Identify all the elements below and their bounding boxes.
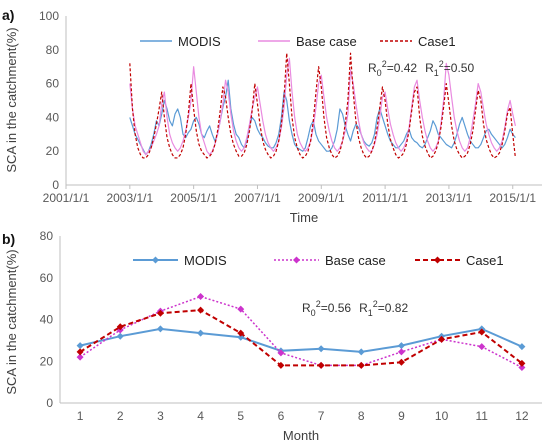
panel-b-x-tick-label: 1 (77, 409, 84, 423)
panel-a-legend: MODIS Base case Case1 (140, 34, 456, 49)
panel-b-y-tick-label: 40 (40, 313, 54, 327)
panel-b-point-base-case (76, 353, 84, 361)
panel-b-point-case1 (156, 309, 164, 317)
legend-b-modis-label: MODIS (184, 253, 227, 268)
panel-b-point-case1 (237, 329, 245, 337)
legend-b-case1-label: Case1 (466, 253, 504, 268)
panel-a-x-tick-label: 2005/1/1 (170, 191, 217, 205)
panel-a-x-tick-label: 2001/1/1 (43, 191, 90, 205)
panel-b-point-case1 (518, 359, 526, 367)
panel-b-x-tick-label: 5 (237, 409, 244, 423)
legend-a-base-label: Base case (296, 34, 357, 49)
panel-b-point-modis (76, 342, 84, 350)
panel-a-r2-annotation: R02=0.42 R12=0.50 (368, 59, 474, 78)
panel-a-series-line-base-case (129, 57, 516, 156)
panel-a-y-ticks: 0 20 40 60 80 100 (39, 9, 59, 192)
panel-b-series (76, 293, 526, 372)
panel-b-point-modis (197, 329, 205, 337)
panel-b-point-base-case (277, 349, 285, 357)
panel-b-point-case1 (116, 323, 124, 331)
panel-b-y-tick-label: 0 (46, 396, 53, 410)
panel-a-y-tick-label: 80 (46, 43, 60, 57)
legend-b-modis-marker (152, 256, 159, 264)
panel-a-y-tick-label: 60 (46, 77, 60, 91)
panel-b-x-tick-label: 11 (476, 409, 489, 423)
panel-b-point-case1 (317, 361, 325, 369)
panel-b-series-line-base-case (79, 295, 523, 369)
panel-a-series-line-case1 (129, 52, 517, 159)
panel-b-point-modis (397, 342, 405, 350)
panel-b-point-case1 (478, 328, 486, 336)
panel-b-x-tick-label: 7 (318, 409, 325, 423)
panel-a-x-tick-label: 2011/1/1 (362, 191, 408, 205)
panel-b-point-case1 (277, 361, 285, 369)
panel-a-x-ticks: 2001/1/1 2003/1/1 2005/1/1 2007/1/1 2009/1/1… (43, 185, 536, 205)
legend-a-modis-label: MODIS (178, 34, 221, 49)
panel-a-y-tick-label: 100 (39, 9, 59, 23)
panel-b-series-line-case1 (79, 309, 523, 367)
panel-a-x-tick-label: 2009/1/1 (298, 191, 345, 205)
panel-b-y-ticks: 0 20 40 60 80 (40, 229, 54, 410)
panel-b-y-tick-label: 60 (40, 271, 54, 285)
panel-a-x-label: Time (290, 210, 318, 225)
panel-b-series-line-modis (79, 327, 523, 353)
panel-b-point-case1 (357, 361, 365, 369)
panel-b-point-modis (317, 345, 325, 353)
panel-b-r2-annotation: R02=0.56 R12=0.82 (302, 299, 408, 318)
panel-a-x-tick-label: 2013/1/1 (426, 191, 473, 205)
panel-b-point-case1 (197, 306, 205, 314)
panel-a-chart: a) 0 20 40 60 80 100 2001/1/1 2003/1/1 2005/1/1… (2, 7, 542, 225)
panel-b-x-label: Month (283, 428, 319, 443)
legend-b-case1-marker (434, 256, 441, 264)
panel-b-legend: MODIS Base case Case1 (133, 253, 504, 268)
panel-a-x-tick-label: 2003/1/1 (106, 191, 153, 205)
legend-b-base-marker (293, 256, 300, 264)
panel-a-x-tick-label: 2007/1/1 (234, 191, 281, 205)
panel-b-x-tick-label: 6 (278, 409, 285, 423)
panel-a-x-tick-label: 2015/1/1 (489, 191, 536, 205)
panel-b-y-label: SCA in the catchment(%) (4, 249, 19, 394)
panel-b-x-tick-label: 8 (358, 409, 365, 423)
panel-b-y-tick-label: 20 (40, 354, 54, 368)
panel-b-point-base-case (237, 305, 245, 313)
panel-b-point-modis (116, 332, 124, 340)
panel-a-y-tick-label: 40 (46, 110, 60, 124)
panel-b-x-tick-label: 3 (157, 409, 164, 423)
panel-b-point-base-case (478, 343, 486, 351)
panel-b-x-tick-label: 2 (117, 409, 124, 423)
panel-b-point-base-case (197, 293, 205, 301)
panel-b-label: b) (2, 231, 15, 247)
panel-b-point-modis (357, 348, 365, 356)
panel-b-point-base-case (397, 348, 405, 356)
panel-a-label: a) (2, 7, 14, 23)
panel-a-y-tick-label: 0 (52, 178, 59, 192)
panel-b-point-case1 (438, 335, 446, 343)
panel-b-point-modis (518, 343, 526, 351)
panel-a-series (129, 52, 517, 159)
panel-b-point-case1 (397, 358, 405, 366)
panel-b-x-tick-label: 4 (197, 409, 204, 423)
legend-b-base-label: Base case (325, 253, 386, 268)
panel-b-x-tick-label: 10 (435, 409, 449, 423)
legend-a-case1-label: Case1 (418, 34, 456, 49)
panel-b-x-tick-label: 9 (398, 409, 405, 423)
panel-b-y-tick-label: 80 (40, 229, 54, 243)
panel-b-point-modis (156, 325, 164, 333)
panel-b-point-case1 (76, 348, 84, 356)
panel-a-y-label: SCA in the catchment(%) (4, 27, 19, 172)
panel-a-y-tick-label: 20 (46, 144, 60, 158)
panel-b-x-ticks: 1 2 3 4 5 6 7 8 9 10 11 12 (77, 409, 529, 423)
panel-a-series-line-modis (129, 79, 516, 156)
panel-b-point-base-case (518, 364, 526, 372)
panel-b-x-tick-label: 12 (515, 409, 529, 423)
